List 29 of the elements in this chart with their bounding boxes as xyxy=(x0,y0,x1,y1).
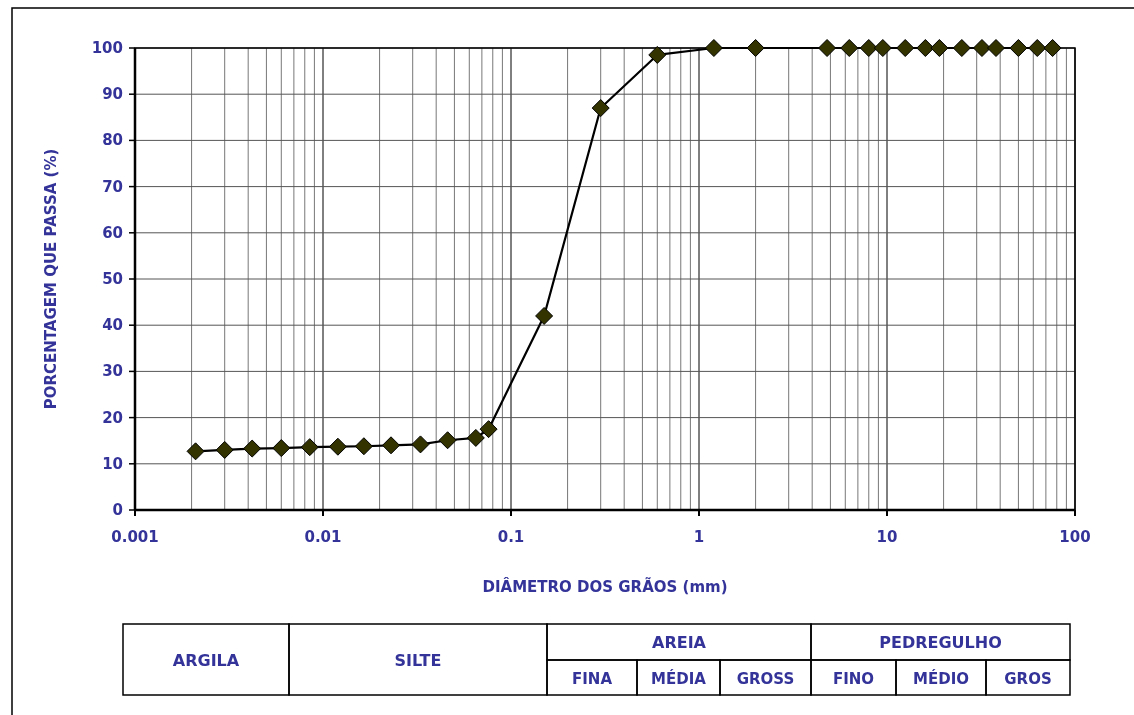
text: AREIA xyxy=(652,633,707,652)
text: MÉDIA xyxy=(651,668,707,688)
text: PEDREGULHO xyxy=(879,633,1002,652)
y-tick-label: 90 xyxy=(102,85,123,104)
x-tick-label: 10 xyxy=(876,528,898,546)
x-tick-label: 0.01 xyxy=(304,528,342,546)
y-tick-label: 60 xyxy=(102,223,123,242)
y-tick-label: 40 xyxy=(102,316,123,335)
y-tick-label: 80 xyxy=(102,131,123,150)
x-tick-label: 0.1 xyxy=(497,528,525,546)
text: GROSS xyxy=(736,669,795,688)
x-axis-title: DIÂMETRO DOS GRÃOS (mm) xyxy=(482,577,728,596)
text: MÉDIO xyxy=(913,668,969,688)
text: FINO xyxy=(832,669,875,688)
text: GROS xyxy=(1004,669,1052,688)
y-tick-label: 0 xyxy=(112,501,123,519)
y-axis-title: PORCENTAGEM QUE PASSA (%) xyxy=(42,148,60,410)
text: SILTE xyxy=(394,650,442,670)
y-tick-label: 20 xyxy=(102,408,123,427)
text: FINA xyxy=(572,669,613,688)
x-tick-label: 1 xyxy=(693,528,705,546)
y-tick-label: 10 xyxy=(102,454,123,473)
y-tick-label: 50 xyxy=(102,270,123,288)
y-tick-label: 30 xyxy=(102,362,123,381)
text: ARGILA xyxy=(172,650,240,670)
x-tick-label: 0.001 xyxy=(111,528,159,546)
x-tick-label: 100 xyxy=(1059,528,1091,546)
y-tick-label: 100 xyxy=(91,39,123,57)
y-tick-label: 70 xyxy=(102,177,123,196)
